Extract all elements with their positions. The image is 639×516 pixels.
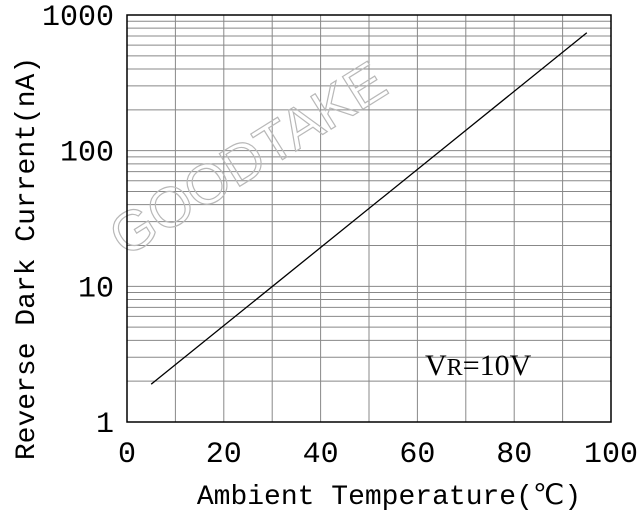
x-tick-label: 60 [399,438,435,472]
x-axis-ticks: 0 20 40 60 80 100 [118,438,638,472]
y-tick-label: 1 [96,408,114,442]
x-tick-label: 80 [496,438,532,472]
annotation-vr: VR=10V [425,349,532,382]
series-line-0 [150,32,588,385]
x-tick-label: 0 [118,438,136,472]
annotation-main: V [425,349,447,382]
y-tick-label: 100 [60,137,114,171]
x-tick-label: 20 [206,438,242,472]
plot-frame [126,14,612,423]
y-axis-ticks: 1 10 100 1000 [42,1,114,442]
annotation-subscript: R [447,355,463,381]
watermark: GOODTAKE [98,49,397,268]
x-tick-label: 100 [584,438,638,472]
x-tick-label: 40 [303,438,339,472]
series-layer [150,32,588,385]
y-tick-label: 1000 [42,1,114,35]
annotation-rest: =10V [463,349,532,382]
y-axis-title: Reverse Dark Current(nA) [12,57,43,460]
x-axis-title: Ambient Temperature(℃) [197,482,581,513]
y-tick-label: 10 [78,272,114,306]
